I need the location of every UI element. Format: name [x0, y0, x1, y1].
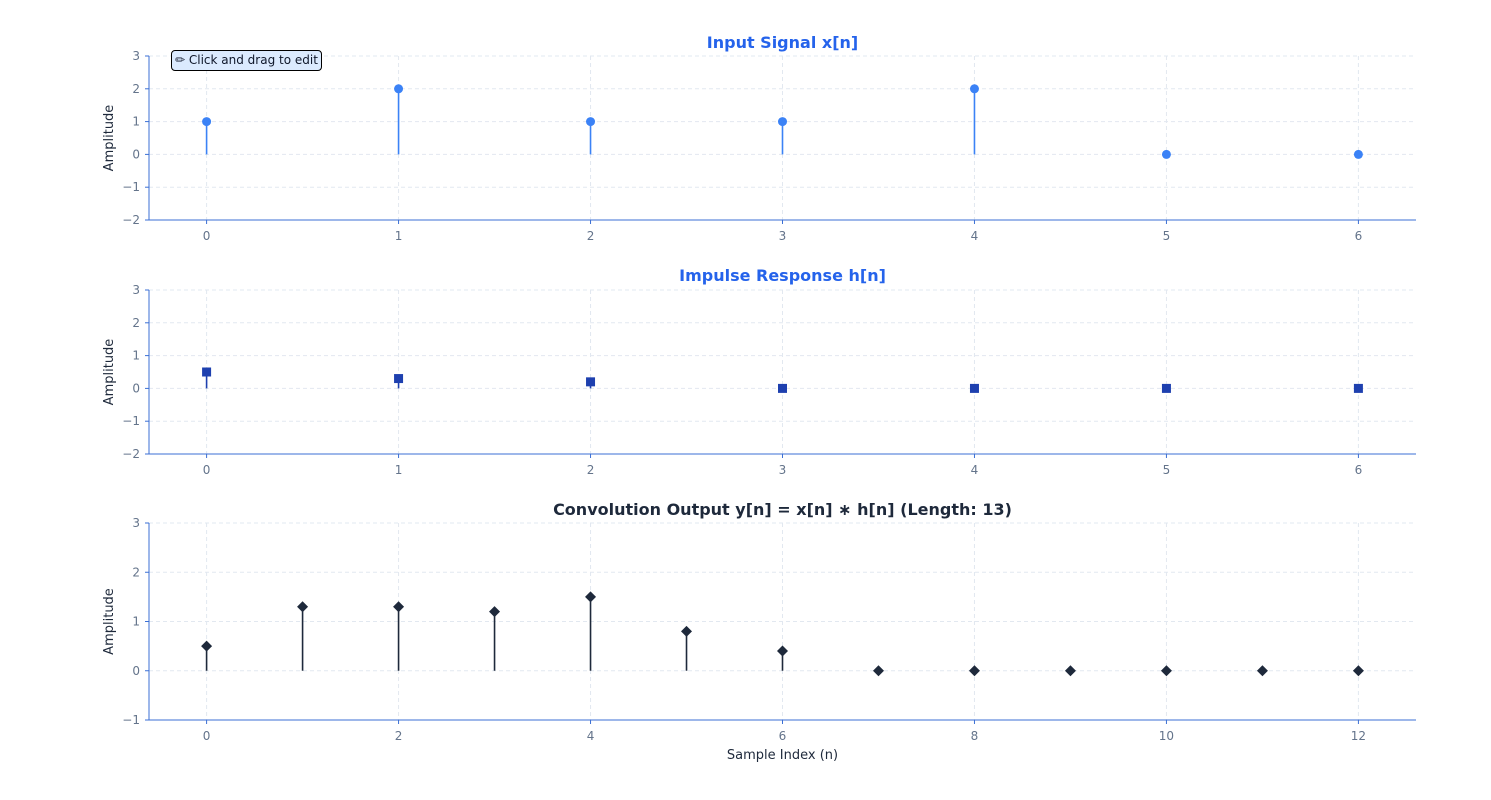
x-axis-label: Sample Index (n): [727, 748, 838, 763]
x-tick-label: 1: [395, 229, 403, 243]
x-tick-label: 10: [1159, 729, 1174, 743]
y-tick-label: 0: [132, 664, 140, 678]
x-tick-label: 8: [971, 729, 979, 743]
edit-hint-badge[interactable]: ✏ Click and drag to edit: [171, 50, 322, 71]
stem-marker: [1352, 665, 1364, 677]
stem-marker: [1161, 149, 1171, 159]
x-tick-label: 6: [779, 729, 787, 743]
stem-marker: [586, 117, 596, 127]
y-tick-label: 1: [132, 115, 140, 129]
y-tick-label: 3: [132, 516, 140, 530]
stem-marker: [872, 665, 884, 677]
x-tick-label: 2: [395, 729, 403, 743]
y-tick-label: −1: [122, 180, 140, 194]
y-axis-label: Amplitude: [102, 588, 117, 655]
stem-marker: [585, 591, 597, 603]
y-tick-label: 0: [132, 381, 140, 395]
stem-marker: [586, 377, 596, 387]
stem-marker: [1064, 665, 1076, 677]
y-tick-label: −2: [122, 447, 140, 461]
y-tick-label: 2: [132, 316, 140, 330]
stem-marker: [202, 117, 212, 127]
chart-title: Impulse Response h[n]: [679, 266, 886, 285]
y-tick-label: −1: [122, 713, 140, 727]
chart-panel-2: −2 −1 0 1 2 3 0 1 2 3 4 5 6 Impulse Response h[n] Ampl…: [102, 266, 1416, 477]
stem-marker: [489, 606, 501, 618]
stem-marker: [681, 625, 693, 637]
x-tick-label: 0: [203, 229, 211, 243]
stem-marker: [1161, 383, 1171, 393]
stem-marker: [393, 601, 405, 613]
x-tick-label: 3: [779, 463, 787, 477]
y-tick-label: −1: [122, 414, 140, 428]
x-tick-label: 2: [587, 229, 595, 243]
x-tick-label: 12: [1351, 729, 1366, 743]
stem-marker: [969, 383, 979, 393]
stem-marker: [394, 374, 404, 384]
stem-marker: [778, 117, 787, 127]
x-tick-label: 3: [779, 229, 787, 243]
y-tick-label: 1: [132, 349, 140, 363]
x-tick-label: 5: [1163, 229, 1171, 243]
stem-marker: [1256, 665, 1268, 677]
stem-marker: [777, 645, 788, 657]
y-axis-label: Amplitude: [102, 105, 117, 172]
y-tick-label: 2: [132, 565, 140, 579]
stem-marker: [201, 640, 213, 652]
y-tick-label: −2: [122, 213, 140, 227]
x-tick-label: 0: [203, 463, 211, 477]
y-tick-label: 3: [132, 283, 140, 297]
x-tick-label: 4: [587, 729, 595, 743]
x-tick-label: 2: [587, 463, 595, 477]
chart-title: Convolution Output y[n] = x[n] ∗ h[n] (L…: [553, 500, 1012, 519]
stem-marker: [969, 84, 979, 94]
stem-marker: [394, 84, 404, 94]
x-tick-label: 1: [395, 463, 403, 477]
stem-marker: [1353, 383, 1363, 393]
stem-marker: [202, 367, 212, 377]
x-tick-label: 0: [203, 729, 211, 743]
stem-marker: [1160, 665, 1172, 677]
y-tick-label: 0: [132, 147, 140, 161]
x-tick-label: 4: [971, 229, 979, 243]
stem-marker: [778, 383, 787, 393]
x-tick-label: 5: [1163, 463, 1171, 477]
stem-marker: [968, 665, 980, 677]
y-axis-label: Amplitude: [102, 339, 117, 406]
x-tick-label: 6: [1355, 229, 1363, 243]
chart-title: Input Signal x[n]: [707, 33, 858, 52]
chart-panel-1: −2 −1 0 1 2 3 0 1 2 3 4 5 6 Input Signal x[n] Amplitud…: [102, 33, 1416, 243]
stem-marker: [297, 601, 309, 613]
y-tick-label: 1: [132, 615, 140, 629]
stem-marker: [1353, 149, 1363, 159]
y-tick-label: 2: [132, 82, 140, 96]
x-tick-label: 4: [971, 463, 979, 477]
x-tick-label: 6: [1355, 463, 1363, 477]
y-tick-label: 3: [132, 49, 140, 63]
